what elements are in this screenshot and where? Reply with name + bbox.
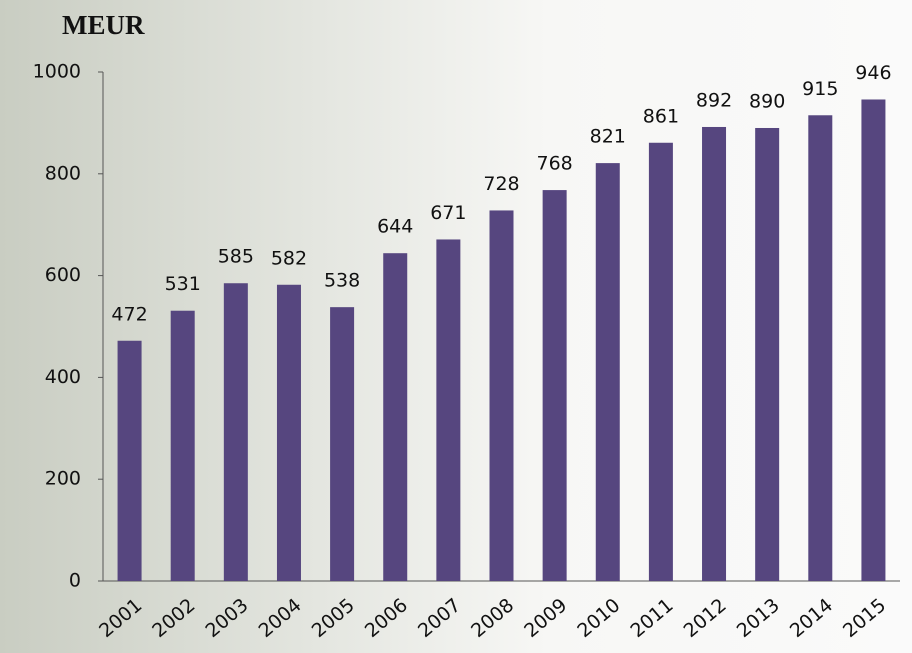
y-tick-label: 600: [45, 264, 81, 286]
data-label: 538: [324, 270, 360, 292]
data-label: 585: [218, 246, 254, 268]
bar: [171, 311, 195, 581]
data-label: 472: [111, 303, 147, 325]
y-tick-label: 0: [69, 570, 81, 592]
bar: [808, 115, 832, 581]
bar: [755, 128, 779, 581]
bar: [490, 210, 514, 581]
chart-title: MEUR: [62, 10, 145, 40]
data-label: 644: [377, 216, 413, 238]
data-label: 531: [165, 273, 201, 295]
bar: [330, 307, 354, 581]
data-label: 890: [749, 90, 785, 112]
data-label: 728: [483, 173, 519, 195]
data-label: 892: [696, 89, 732, 111]
bar: [277, 285, 301, 581]
data-label: 768: [537, 153, 573, 175]
data-label: 946: [855, 62, 891, 84]
y-tick-label: 200: [45, 468, 81, 490]
bar: [118, 341, 142, 581]
bar: [861, 99, 885, 581]
page: {"chart_data": {"type": "bar", "title": …: [0, 0, 912, 653]
y-tick-label: 400: [45, 366, 81, 388]
y-tick-label: 1000: [33, 61, 81, 83]
data-label: 821: [590, 126, 626, 148]
data-label: 582: [271, 247, 307, 269]
bar: [649, 143, 673, 581]
data-label: 915: [802, 78, 838, 100]
chart: MEUR 02004006008001000200147220025312003…: [0, 0, 912, 653]
bar: [224, 283, 248, 581]
bar: [702, 127, 726, 581]
bar: [436, 239, 460, 581]
bar: [596, 163, 620, 581]
bar: [383, 253, 407, 581]
y-tick-label: 800: [45, 162, 81, 184]
bar: [543, 190, 567, 581]
data-label: 861: [643, 105, 679, 127]
data-label: 671: [430, 202, 466, 224]
